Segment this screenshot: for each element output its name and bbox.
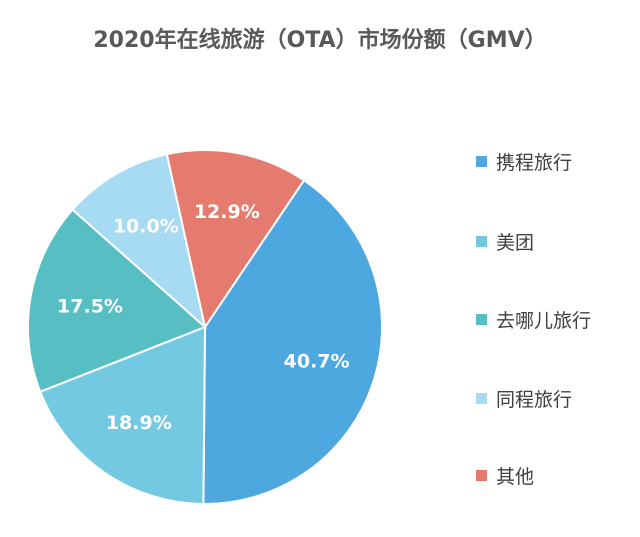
legend-item-tongcheng[interactable]: 同程旅行 [476,383,572,413]
legend-swatch-icon [476,155,487,167]
pie-slices [27,149,383,505]
pie-slice-qunar[interactable] [27,208,207,393]
pie-slice-ctrip[interactable] [202,178,383,505]
pie-slice-meituan[interactable] [38,325,207,505]
legend-swatch-icon [476,469,487,481]
legend-label: 同程旅行 [496,388,573,411]
legend-item-qunar[interactable]: 去哪儿旅行 [476,304,591,334]
legend-label: 去哪儿旅行 [496,309,592,332]
legend-label: 携程旅行 [496,151,573,174]
pie-slice-tongcheng[interactable] [71,152,207,330]
data-label-qunar: 17.5% [57,296,123,318]
pie-data-labels: 40.7% 18.9% 17.5% 10.0% 12.9% [57,201,350,434]
legend-item-meituan[interactable]: 美团 [476,226,534,256]
data-label-tongcheng: 10.0% [113,215,179,237]
data-label-meituan: 18.9% [106,412,172,434]
legend-swatch-icon [476,392,487,404]
legend-label: 美团 [496,231,535,254]
legend-label: 其他 [496,465,535,488]
legend-item-other[interactable]: 其他 [476,460,534,490]
legend-item-ctrip[interactable]: 携程旅行 [476,146,572,176]
data-label-ctrip: 40.7% [284,351,350,373]
chart-title: 2020年在线旅游（OTA）市场份额（GMV） [93,28,547,53]
pie-slice-other[interactable] [165,149,306,330]
legend-swatch-icon [476,235,487,247]
legend-swatch-icon [476,313,487,325]
data-label-other: 12.9% [194,201,260,223]
